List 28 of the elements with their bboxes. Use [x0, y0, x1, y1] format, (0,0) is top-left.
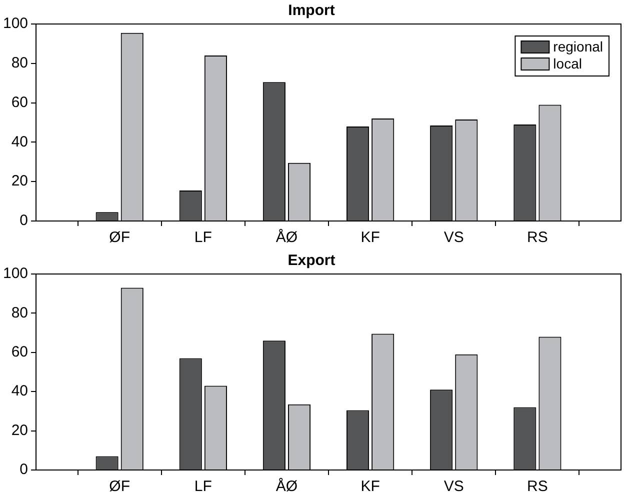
y-tick-label: 20: [11, 422, 28, 439]
y-tick-label: 0: [20, 461, 28, 478]
y-tick-label: 0: [20, 212, 28, 230]
y-tick-label: 100: [2, 265, 28, 282]
y-tick-label: 40: [11, 133, 28, 150]
x-tick-label: LF: [194, 478, 212, 496]
x-tick-label: KF: [360, 229, 380, 246]
x-tick-label: KF: [360, 478, 380, 496]
x-tick-label: VS: [444, 229, 464, 246]
chart-title: Export: [288, 252, 336, 270]
y-tick-label: 100: [2, 15, 28, 32]
legend-label: regional: [553, 38, 604, 54]
x-tick-label: RS: [527, 478, 548, 496]
x-tick-label: VS: [444, 478, 464, 496]
x-tick-label: LF: [194, 229, 212, 246]
y-tick-label: 60: [11, 344, 28, 361]
y-tick-label: 40: [11, 382, 28, 400]
x-tick-label: ØF: [109, 229, 130, 246]
chart-title: Import: [288, 2, 335, 20]
y-tick-label: 80: [11, 304, 28, 322]
y-tick-label: 80: [11, 54, 28, 72]
x-tick-label: ÅØ: [276, 228, 298, 246]
x-tick-label: RS: [527, 229, 548, 246]
x-tick-label: ØF: [109, 478, 130, 496]
legend-label: local: [553, 55, 582, 72]
y-tick-label: 20: [11, 172, 28, 190]
y-tick-label: 60: [11, 94, 28, 111]
x-tick-label: ÅØ: [276, 477, 298, 496]
